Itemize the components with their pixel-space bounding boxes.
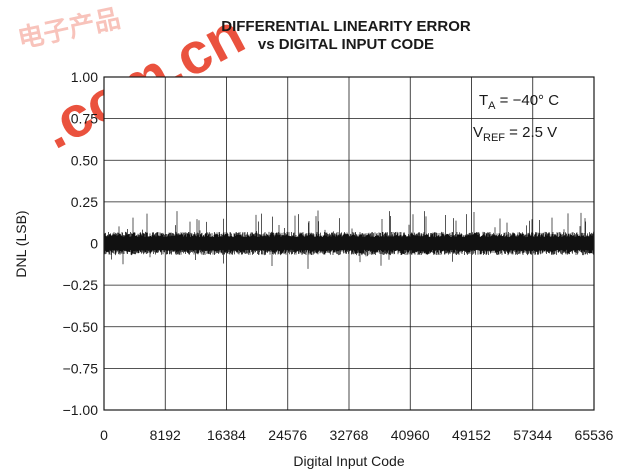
x-tick-label: 0 (100, 427, 108, 443)
y-tick-label: −1.00 (63, 402, 99, 418)
x-tick-label: 57344 (513, 427, 552, 443)
y-tick-label: 0.75 (71, 111, 98, 127)
svg-text:电子产品: 电子产品 (15, 3, 123, 54)
y-tick-label: 0.50 (71, 152, 98, 168)
plot-frame (103, 76, 595, 411)
x-tick-label: 24576 (268, 427, 307, 443)
x-tick-label: 16384 (207, 427, 246, 443)
x-tick-label: 65536 (575, 427, 614, 443)
y-tick-label: −0.50 (63, 319, 99, 335)
y-tick-label: 1.00 (71, 69, 98, 85)
x-tick-labels: 0 8192 16384 24576 32768 40960 49152 57344 65536 (100, 427, 614, 443)
y-axis-label: DNL (LSB) (13, 210, 29, 277)
y-tick-labels: 1.00 0.75 0.50 0.25 0 −0.25 −0.50 −0.75 −1.00 (63, 69, 99, 418)
y-tick-label: 0.25 (71, 194, 98, 210)
y-tick-label: 0 (90, 236, 98, 252)
y-tick-label: −0.75 (63, 360, 99, 376)
chart-title-line1: DIFFERENTIAL LINEARITY ERROR (221, 18, 471, 35)
annotation-ta: TA = −40° C (479, 92, 559, 112)
x-tick-label: 40960 (391, 427, 430, 443)
x-tick-label: 8192 (150, 427, 181, 443)
chart-title-line2: vs DIGITAL INPUT CODE (258, 36, 434, 53)
x-axis-label: Digital Input Code (293, 453, 405, 469)
annotation-vref: VREF = 2.5 V (473, 124, 557, 144)
x-tick-label: 49152 (452, 427, 491, 443)
conditions-annotation: TA = −40° C VREF = 2.5 V (473, 92, 559, 144)
y-tick-label: −0.25 (63, 277, 99, 293)
x-tick-label: 32768 (330, 427, 369, 443)
